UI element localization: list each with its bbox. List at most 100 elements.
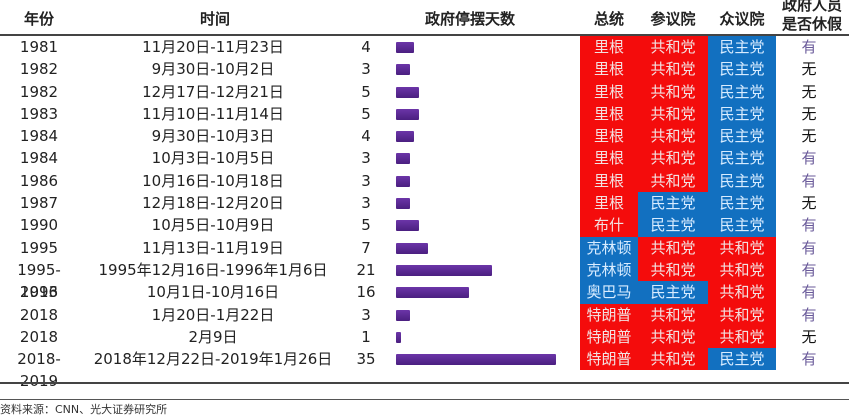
table-row: 2018 1月20日-1月22日 3 特朗普 共和党 共和党有 bbox=[0, 303, 849, 326]
house-cell: 共和党 bbox=[708, 258, 776, 282]
furlough-cell: 有 bbox=[801, 260, 817, 279]
days-cell: 3 bbox=[361, 171, 371, 190]
senate-cell: 民主党 bbox=[638, 214, 708, 237]
furlough-cell: 有 bbox=[801, 238, 817, 257]
house-cell: 共和党 bbox=[708, 236, 776, 259]
president-cell: 里根 bbox=[580, 147, 638, 170]
time-cell: 1月20日-1月22日 bbox=[151, 305, 275, 324]
days-bar bbox=[396, 131, 415, 143]
senate-cell: 共和党 bbox=[638, 258, 708, 282]
time-cell: 11月10日-11月14日 bbox=[142, 104, 284, 123]
house-cell: 民主党 bbox=[708, 348, 776, 371]
furlough-cell: 无 bbox=[801, 104, 817, 123]
president-cell: 里根 bbox=[580, 36, 638, 59]
president-cell: 里根 bbox=[580, 192, 638, 215]
house-cell: 共和党 bbox=[708, 281, 776, 304]
furlough-cell: 无 bbox=[801, 127, 817, 146]
days-bar bbox=[396, 264, 492, 276]
days-bar bbox=[396, 242, 428, 254]
president-cell: 布什 bbox=[580, 214, 638, 237]
furlough-cell: 有 bbox=[801, 216, 817, 235]
president-cell: 里根 bbox=[580, 169, 638, 193]
table-row: 1984 9月30日-10月3日 4 里根 共和党 民主党 无 bbox=[0, 125, 849, 148]
furlough-cell: 有 bbox=[801, 38, 817, 56]
days-cell: 16 bbox=[356, 283, 376, 302]
table-row: 2018-2019 2018年12月22日-2019年1月26日 35 特朗普共和党民… bbox=[0, 348, 849, 390]
president-cell: 里根 bbox=[580, 102, 638, 126]
days-bar bbox=[396, 175, 410, 187]
table-row: 1995-1996 1995年12月16日-1996年1月6日 21 克林顿 共和党 共和… bbox=[0, 258, 849, 301]
house-cell: 共和党 bbox=[708, 303, 776, 326]
days-bar bbox=[396, 153, 410, 165]
table-row: 1987 12月18日-12月20日 3 里根 民主党 民主党无 bbox=[0, 192, 849, 215]
days-bar bbox=[396, 64, 410, 76]
furlough-cell: 有 bbox=[801, 149, 817, 168]
senate-cell: 共和党 bbox=[638, 236, 708, 259]
days-cell: 4 bbox=[361, 38, 371, 56]
time-cell: 9月30日-10月3日 bbox=[151, 127, 275, 146]
days-cell: 1 bbox=[361, 327, 371, 346]
president-cell: 特朗普 bbox=[580, 325, 638, 349]
senate-cell: 共和党 bbox=[638, 80, 708, 103]
source-note: 资料来源：CNN、光大证券研究所 bbox=[0, 403, 168, 416]
table-row: 2018 2月9日 1 特朗普 共和党 共和党无 bbox=[0, 325, 849, 349]
president-cell: 里根 bbox=[580, 125, 638, 148]
furlough-cell: 有 bbox=[801, 350, 817, 369]
president-cell: 克林顿 bbox=[580, 258, 638, 282]
house-cell: 共和党 bbox=[708, 325, 776, 349]
senate-cell: 共和党 bbox=[638, 147, 708, 170]
senate-cell: 共和党 bbox=[638, 169, 708, 193]
table-row: 1982 9月30日-10月2日 3 里根 共和党 民主党 无 bbox=[0, 58, 849, 81]
senate-cell: 民主党 bbox=[638, 281, 708, 304]
time-cell: 9月30日-10月2日 bbox=[151, 60, 275, 79]
house-cell: 民主党 bbox=[708, 169, 776, 193]
days-cell: 7 bbox=[361, 238, 371, 257]
days-cell: 5 bbox=[361, 216, 371, 235]
days-cell: 5 bbox=[361, 104, 371, 123]
time-cell: 10月5日-10月9日 bbox=[151, 216, 275, 235]
house-cell: 民主党 bbox=[708, 102, 776, 126]
header-time: 时间 bbox=[199, 10, 230, 28]
year-cell: 2018-2019 bbox=[17, 350, 61, 390]
president-cell: 里根 bbox=[580, 58, 638, 81]
table-header: 年份 时间 政府停摆天数 总统 参议院 众议院 政府人员 是否休假 bbox=[0, 0, 849, 34]
table-row: 2013 10月1日-10月16日 16 奥巴马 民主党 共和党 有 bbox=[0, 281, 849, 304]
days-bar bbox=[396, 354, 556, 366]
furlough-cell: 无 bbox=[801, 82, 817, 101]
header-furlough-line2: 是否休假 bbox=[781, 15, 842, 33]
header-senate: 参议院 bbox=[650, 10, 696, 28]
year-cell: 1982 bbox=[19, 82, 59, 101]
furlough-cell: 无 bbox=[801, 327, 817, 346]
senate-cell: 共和党 bbox=[638, 348, 708, 371]
days-cell: 35 bbox=[356, 350, 376, 369]
president-cell: 特朗普 bbox=[580, 348, 638, 371]
year-cell: 2013 bbox=[19, 283, 59, 302]
time-cell: 1995年12月16日-1996年1月6日 bbox=[98, 260, 328, 279]
house-cell: 民主党 bbox=[708, 214, 776, 237]
days-cell: 3 bbox=[361, 149, 371, 168]
table-body: 1981 11月20日-11月23日 4 里根 共和党 民主党有 1982 9月30日-10月… bbox=[0, 36, 849, 390]
senate-cell: 共和党 bbox=[638, 102, 708, 126]
house-cell: 民主党 bbox=[708, 125, 776, 148]
senate-cell: 共和党 bbox=[638, 36, 708, 59]
footer-divider bbox=[0, 399, 849, 400]
days-cell: 5 bbox=[361, 82, 371, 101]
time-cell: 11月20日-11月23日 bbox=[142, 38, 284, 56]
year-cell: 1990 bbox=[19, 216, 59, 235]
year-cell: 1983 bbox=[19, 104, 59, 123]
furlough-cell: 无 bbox=[801, 60, 817, 79]
house-cell: 民主党 bbox=[708, 192, 776, 215]
table-bottom-divider bbox=[0, 382, 849, 384]
house-cell: 民主党 bbox=[708, 36, 776, 59]
header-president: 总统 bbox=[593, 10, 624, 28]
table-row: 1984 10月3日-10月5日 3 里根 共和党 民主党 有 bbox=[0, 147, 849, 170]
senate-cell: 共和党 bbox=[638, 303, 708, 326]
president-cell: 特朗普 bbox=[580, 303, 638, 326]
year-cell: 1984 bbox=[19, 127, 59, 146]
year-cell: 1981 bbox=[19, 38, 59, 56]
time-cell: 11月13日-11月19日 bbox=[142, 238, 284, 257]
time-cell: 2018年12月22日-2019年1月26日 bbox=[93, 350, 333, 369]
year-cell: 1987 bbox=[19, 194, 59, 213]
time-cell: 10月16日-10月18日 bbox=[142, 171, 284, 190]
header-year: 年份 bbox=[23, 10, 54, 28]
